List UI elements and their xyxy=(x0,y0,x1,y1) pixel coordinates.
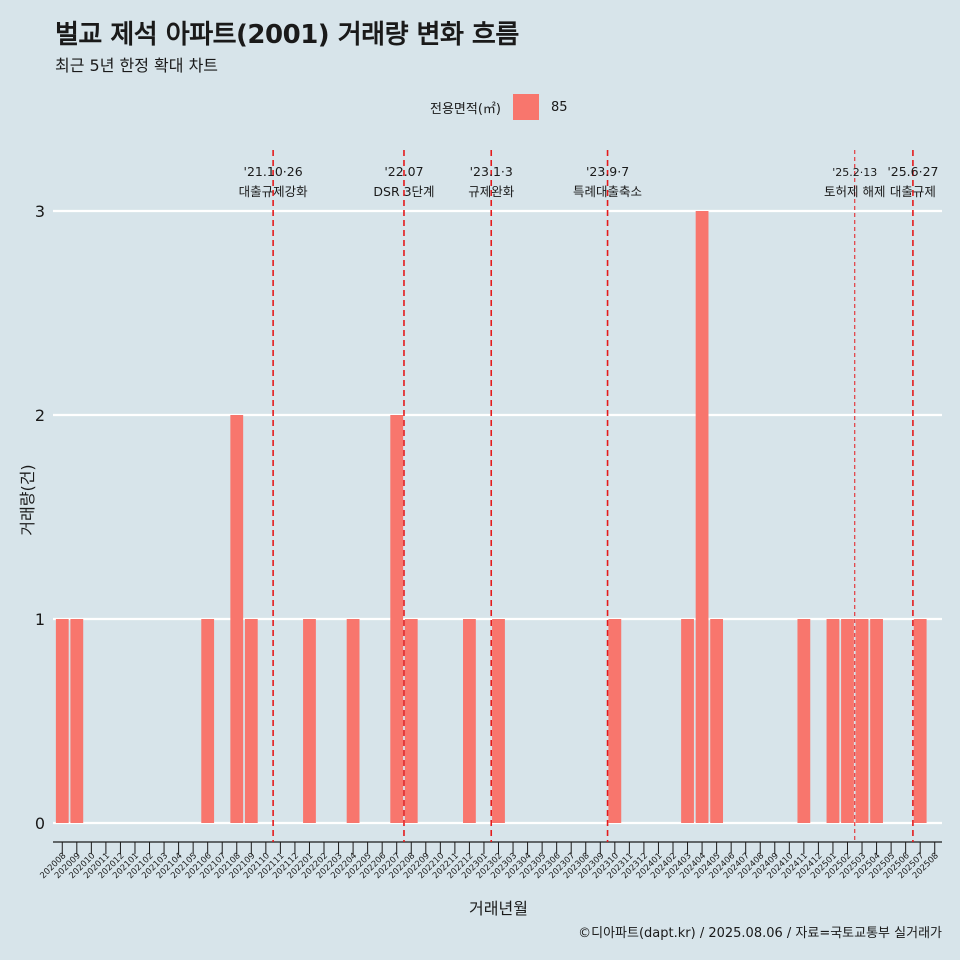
event-name-label: 특례대출축소 xyxy=(573,184,642,199)
bar xyxy=(797,619,811,823)
chart-subtitle: 최근 5년 한정 확대 차트 xyxy=(55,56,219,75)
bar xyxy=(913,619,927,823)
bar xyxy=(346,619,360,823)
event-date-label: '25.6·27 xyxy=(887,164,938,179)
legend-label: 85 xyxy=(550,99,568,115)
bar xyxy=(870,619,883,823)
legend-swatch xyxy=(512,94,539,120)
bar xyxy=(201,619,215,823)
event-date-label: '21.10·26 xyxy=(244,164,303,179)
event-name-label: 토허제 해제 xyxy=(824,184,885,199)
bar xyxy=(404,619,418,823)
event-name-label: 규제완화 xyxy=(468,184,515,199)
event-date-label: '25.2·13 xyxy=(832,166,877,179)
y-tick-label: 2 xyxy=(35,406,45,425)
bar xyxy=(492,619,505,823)
y-tick-label: 1 xyxy=(35,610,45,629)
bar xyxy=(710,619,724,823)
y-tick-label: 3 xyxy=(35,202,45,221)
x-axis-title: 거래년월 xyxy=(469,899,528,918)
bar xyxy=(55,619,69,823)
y-tick-label: 0 xyxy=(35,814,45,833)
chart-title: 벌교 제석 아파트(2001) 거래량 변화 흐름 xyxy=(55,20,519,50)
bar xyxy=(841,619,854,823)
y-axis-title: 거래량(건) xyxy=(18,464,37,535)
legend: 전용면적(㎡) 85 xyxy=(430,94,568,120)
event-name-label: 대출규제 xyxy=(890,184,936,199)
bar xyxy=(230,415,244,823)
event-date-label: '23.9·7 xyxy=(586,164,629,179)
event-date-label: '23.1·3 xyxy=(470,164,513,179)
event-name-label: DSR 3단계 xyxy=(373,184,434,199)
bar xyxy=(681,619,694,823)
bar xyxy=(70,619,84,823)
bar xyxy=(463,619,476,823)
bar xyxy=(826,619,840,823)
event-name-label: 대출규제강화 xyxy=(239,184,309,199)
bar xyxy=(244,619,258,823)
bar xyxy=(855,619,869,823)
bar xyxy=(695,211,709,823)
event-date-label: '22.07 xyxy=(384,164,423,179)
legend-title: 전용면적(㎡) xyxy=(430,101,501,117)
bar xyxy=(390,415,404,823)
bar xyxy=(608,619,622,823)
bar xyxy=(303,619,316,823)
source-caption: ©디아파트(dapt.kr) / 2025.08.06 / 자료=국토교통부 실… xyxy=(578,926,942,941)
